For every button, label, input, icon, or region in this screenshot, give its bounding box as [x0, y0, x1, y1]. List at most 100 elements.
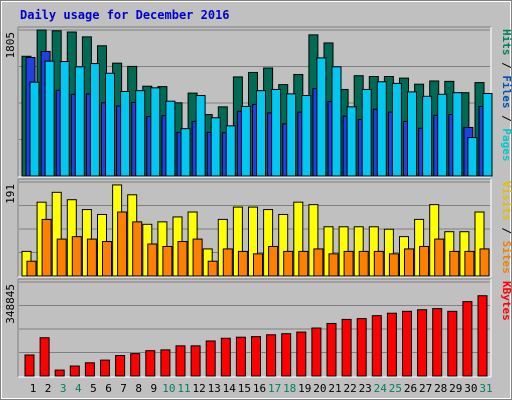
- bar-sites-day-1: [26, 260, 37, 277]
- visits-panel: 191 Visits / Sites: [4, 178, 512, 278]
- bar-kbytes-day-23: [356, 318, 367, 377]
- bar-kbytes-day-15: [235, 336, 246, 377]
- bar-sites-day-31: [479, 248, 490, 277]
- bar-kbytes-day-21: [326, 322, 337, 377]
- series-kbytes: [24, 295, 488, 377]
- bar-sites-day-10: [162, 245, 173, 277]
- bar-pages-day-18: [286, 93, 297, 177]
- bar-pages-day-9: [150, 87, 161, 177]
- bar-pages-day-8: [135, 90, 146, 177]
- bar-sites-day-25: [388, 253, 399, 277]
- bar-kbytes-day-16: [251, 336, 261, 377]
- bar-sites-day-30: [464, 250, 475, 277]
- bar-sites-day-2: [41, 218, 52, 277]
- legend-entry: Files: [500, 75, 512, 108]
- max-label: 348845: [4, 284, 17, 324]
- bar-sites-day-7: [117, 211, 128, 277]
- bar-sites-day-6: [102, 241, 112, 277]
- bar-pages-day-10: [165, 100, 176, 177]
- bar-kbytes-day-30: [462, 301, 473, 377]
- x-tick-label: 13: [208, 382, 221, 395]
- legend-entry: Pages: [500, 128, 512, 161]
- bar-kbytes-day-9: [145, 350, 156, 377]
- bar-sites-day-23: [358, 250, 369, 277]
- bar-pages-day-21: [331, 66, 342, 177]
- bar-sites-day-8: [132, 221, 143, 277]
- x-tick-label: 30: [464, 382, 477, 395]
- bar-pages-day-3: [59, 61, 70, 177]
- bar-kbytes-day-18: [281, 333, 292, 377]
- bar-kbytes-day-11: [175, 345, 186, 377]
- bar-kbytes-day-22: [341, 318, 352, 377]
- bar-sites-day-13: [207, 260, 218, 277]
- legend-entry: /: [500, 221, 512, 241]
- bar-pages-day-13: [210, 117, 221, 177]
- x-tick-label: 8: [135, 382, 142, 395]
- bar-kbytes-day-5: [84, 362, 95, 377]
- bar-sites-day-28: [434, 238, 445, 277]
- x-tick-label: 24: [374, 382, 388, 395]
- bar-kbytes-day-12: [190, 345, 201, 377]
- bar-sites-day-4: [71, 236, 82, 277]
- bar-sites-day-17: [268, 245, 279, 277]
- legend-entry: /: [500, 56, 512, 76]
- x-tick-label: 25: [389, 382, 402, 395]
- x-tick-label: 22: [343, 382, 356, 395]
- x-tick-label: 10: [162, 382, 175, 395]
- bar-sites-day-16: [253, 253, 263, 277]
- bar-kbytes-day-31: [477, 295, 488, 377]
- x-tick-label: 9: [150, 382, 157, 395]
- bar-sites-day-15: [237, 250, 248, 277]
- x-tick-label: 3: [60, 382, 67, 395]
- x-tick-label: 28: [434, 382, 447, 395]
- x-tick-label: 18: [283, 382, 296, 395]
- bar-sites-day-9: [147, 243, 158, 277]
- legend-entry: Sites: [500, 241, 512, 274]
- x-tick-label: 27: [419, 382, 432, 395]
- x-tick-label: 20: [313, 382, 326, 395]
- bar-kbytes-day-8: [130, 353, 141, 377]
- x-tick-label: 4: [75, 382, 82, 395]
- chart-title: Daily usage for December 2016: [20, 8, 230, 22]
- bar-kbytes-day-14: [220, 337, 231, 377]
- bar-pages-day-2: [44, 60, 55, 177]
- x-tick-label: 2: [45, 382, 52, 395]
- bar-kbytes-day-6: [100, 359, 110, 377]
- legend-entry: /: [500, 109, 512, 129]
- legend: KBytes: [500, 281, 512, 321]
- legend-entry: Visits: [500, 181, 512, 221]
- x-tick-label: 26: [404, 382, 417, 395]
- inner-bevel: [1, 1, 511, 399]
- bar-pages-day-26: [407, 91, 417, 177]
- bar-pages-day-5: [89, 63, 100, 177]
- bar-sites-day-22: [343, 250, 354, 277]
- x-tick-label: 31: [479, 382, 492, 395]
- bar-pages-day-30: [467, 137, 478, 177]
- bar-kbytes-day-28: [432, 308, 443, 377]
- bar-sites-day-19: [298, 250, 309, 277]
- bar-kbytes-day-19: [296, 331, 307, 377]
- x-tick-label: 12: [192, 382, 205, 395]
- legend-entry: KBytes: [500, 281, 512, 321]
- x-tick-label: 29: [449, 382, 462, 395]
- bar-pages-day-4: [74, 66, 85, 177]
- bar-sites-day-12: [192, 238, 203, 277]
- x-tick-label: 17: [268, 382, 281, 395]
- bar-sites-day-11: [177, 241, 188, 277]
- bar-kbytes-day-4: [69, 365, 80, 377]
- x-tick-label: 6: [105, 382, 112, 395]
- bar-pages-day-24: [376, 81, 387, 177]
- bar-sites-day-18: [283, 250, 294, 277]
- x-tick-label: 11: [177, 382, 190, 395]
- legend-entry: Hits: [500, 29, 512, 56]
- x-tick-label: 21: [328, 382, 341, 395]
- bar-pages-day-29: [452, 92, 463, 177]
- bar-sites-day-20: [313, 248, 324, 277]
- bar-pages-day-23: [361, 88, 372, 177]
- x-tick-label: 7: [120, 382, 127, 395]
- bar-pages-day-1: [29, 81, 40, 177]
- legend: Hits / Files / Pages: [500, 29, 512, 162]
- bar-pages-day-25: [391, 82, 402, 177]
